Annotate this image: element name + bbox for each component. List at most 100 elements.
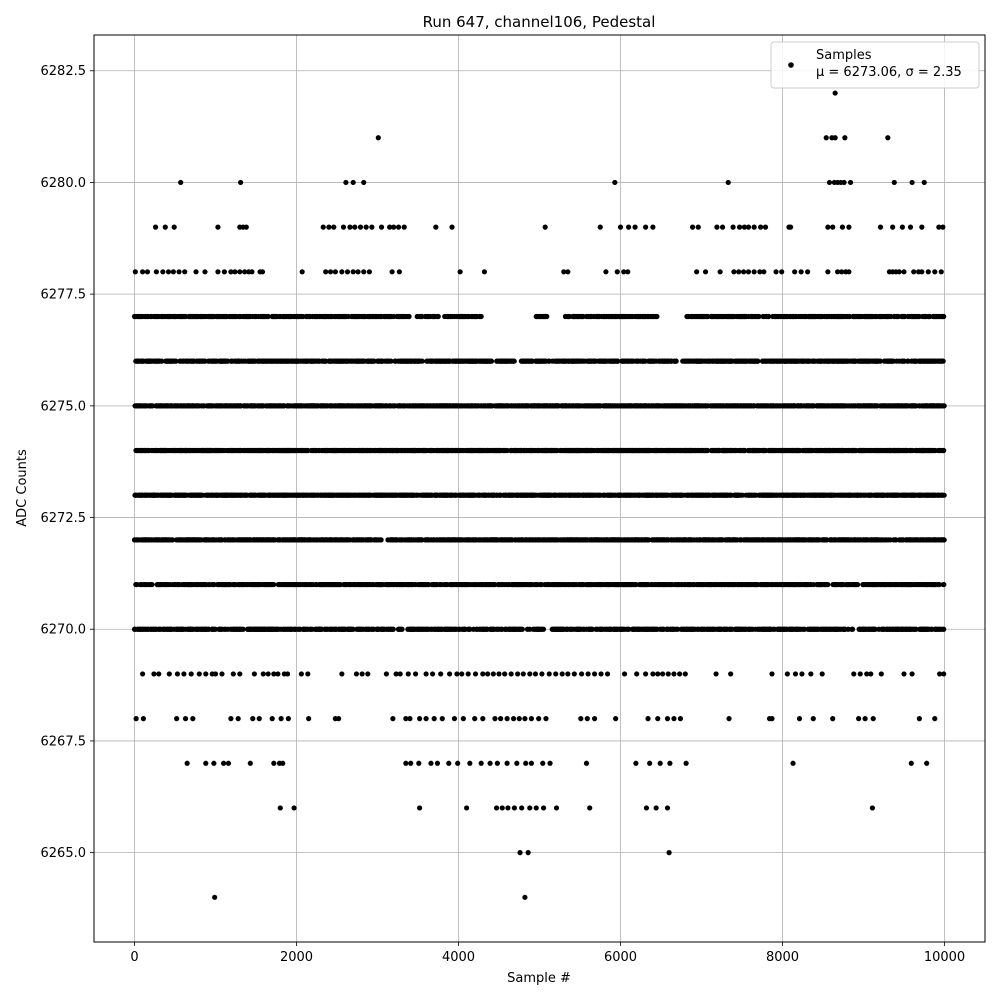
data-point <box>612 179 618 186</box>
data-point <box>225 760 232 766</box>
data-point <box>502 671 508 677</box>
data-point <box>870 716 876 722</box>
data-point <box>731 269 737 275</box>
data-point <box>520 671 526 677</box>
data-point <box>832 135 838 141</box>
data-point <box>494 760 500 766</box>
data-point <box>936 224 942 230</box>
data-point <box>936 581 942 588</box>
data-point <box>184 760 190 766</box>
data-point <box>350 179 356 186</box>
data-point <box>911 269 917 275</box>
data-point <box>465 671 471 677</box>
data-point <box>408 760 414 766</box>
data-point <box>162 224 168 230</box>
data-point <box>682 671 688 677</box>
data-point <box>256 716 262 722</box>
data-point <box>132 269 138 275</box>
data-point <box>872 626 878 632</box>
data-point <box>533 805 539 811</box>
data-point <box>819 671 825 677</box>
data-point <box>613 716 619 722</box>
data-point <box>856 716 862 722</box>
data-point <box>336 716 342 722</box>
data-point <box>532 671 539 677</box>
data-point <box>625 269 631 275</box>
data-point <box>405 671 411 677</box>
data-point <box>891 179 897 186</box>
data-point <box>839 224 846 230</box>
data-point <box>899 224 905 230</box>
data-point <box>877 224 884 230</box>
data-point <box>278 716 284 722</box>
data-point <box>237 269 243 275</box>
data-point <box>633 760 639 766</box>
data-point <box>305 671 311 677</box>
data-point <box>215 269 221 275</box>
data-point <box>621 269 627 275</box>
data-point <box>331 224 337 230</box>
data-point <box>178 179 184 186</box>
data-point <box>378 537 384 543</box>
data-point <box>403 760 409 766</box>
data-point <box>242 269 248 275</box>
data-point <box>664 716 671 722</box>
data-point <box>796 716 803 722</box>
data-point <box>655 671 661 677</box>
data-point <box>645 716 651 722</box>
data-point <box>343 179 349 186</box>
data-point <box>851 671 857 677</box>
data-point <box>193 269 199 275</box>
data-point <box>726 716 732 722</box>
data-point <box>745 269 752 275</box>
data-point <box>932 269 938 275</box>
data-point <box>546 671 552 677</box>
data-point <box>677 671 683 677</box>
data-point <box>896 269 902 275</box>
data-point <box>728 671 734 677</box>
data-point <box>941 447 947 454</box>
data-point <box>846 269 852 275</box>
data-point <box>350 626 356 632</box>
data-point <box>375 135 381 141</box>
data-point <box>176 269 182 275</box>
data-point <box>271 581 277 588</box>
data-point <box>451 716 458 722</box>
data-point <box>361 269 367 275</box>
data-point <box>438 671 444 677</box>
data-point <box>826 179 833 186</box>
data-point <box>598 671 604 677</box>
data-point <box>133 716 139 722</box>
data-point <box>761 269 767 275</box>
data-point <box>299 269 305 275</box>
data-point <box>359 671 365 677</box>
data-point <box>397 671 403 677</box>
data-point <box>165 269 172 275</box>
data-point <box>919 269 925 275</box>
data-point <box>808 671 814 677</box>
data-point <box>339 269 345 275</box>
data-point <box>825 269 831 275</box>
data-point <box>626 224 632 230</box>
data-point <box>650 671 656 677</box>
data-point <box>519 626 525 632</box>
data-point <box>423 671 429 677</box>
data-point <box>446 671 453 677</box>
data-point <box>429 671 436 677</box>
data-point <box>401 224 407 230</box>
data-point <box>171 224 177 230</box>
data-point <box>683 760 689 766</box>
data-point <box>504 760 510 766</box>
data-point <box>666 850 672 856</box>
data-point <box>553 671 559 677</box>
data-point <box>741 269 747 275</box>
data-point <box>355 269 361 275</box>
data-point <box>801 626 808 632</box>
data-point <box>571 671 577 677</box>
data-point <box>449 224 455 230</box>
data-point <box>730 224 736 230</box>
data-point <box>617 224 624 230</box>
data-point <box>467 760 473 766</box>
data-point <box>539 671 545 677</box>
data-point <box>665 671 671 677</box>
